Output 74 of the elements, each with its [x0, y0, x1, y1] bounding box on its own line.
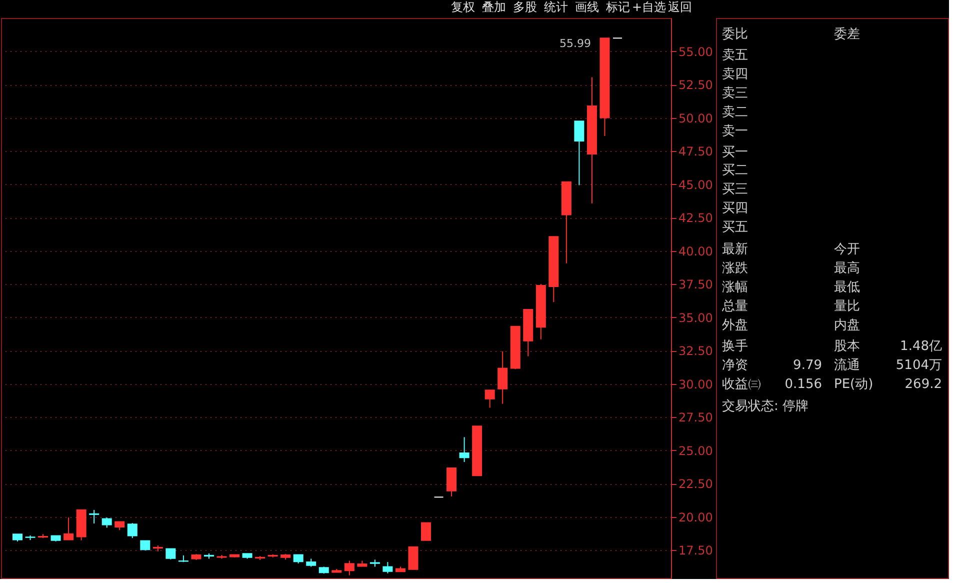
text: 委比 [722, 27, 748, 42]
y-tick-label: 40.00 [678, 244, 713, 258]
text: 总量 [721, 299, 748, 314]
text: 最高 [834, 260, 860, 276]
y-tick-label: 45.00 [678, 178, 713, 192]
y-tick-label: 50.00 [678, 111, 713, 126]
text: 净资 [722, 358, 748, 373]
text: 买一 [722, 145, 748, 160]
text: 统计 [544, 0, 568, 14]
y-tick-label: 25.00 [678, 444, 713, 458]
annotation: 55.99 [560, 37, 591, 50]
candlestick [421, 522, 431, 541]
text: 5104万 [896, 358, 942, 373]
y-tick-label: 20.00 [678, 510, 713, 524]
candlestick [382, 562, 393, 574]
text: 多股 [513, 0, 537, 14]
candlestick [498, 350, 508, 404]
y-tick-label: 42.50 [678, 211, 713, 226]
candlestick [574, 120, 584, 186]
text: 股本 [834, 339, 860, 354]
text: 买三 [722, 182, 748, 197]
text: 卖四 [722, 67, 748, 82]
candlestick [127, 522, 138, 539]
text: 收益㈢ [722, 377, 761, 392]
text: 买五 [722, 220, 748, 235]
text: PE(动) [834, 377, 874, 392]
candlestick [408, 546, 418, 570]
candlestick [140, 540, 150, 551]
text: 269.2 [904, 377, 942, 392]
candlestick [102, 516, 112, 528]
text: 涨幅 [722, 280, 748, 295]
y-tick-label: 32.50 [678, 344, 713, 358]
y-tick-label: 37.50 [678, 278, 713, 292]
candlestick [344, 560, 354, 576]
text: 换手 [722, 339, 748, 354]
candlestick [166, 548, 176, 560]
text: 外盘 [722, 318, 748, 333]
text: 流通 [834, 357, 860, 373]
text: 1.48亿 [900, 339, 942, 354]
text: 量比 [834, 299, 860, 314]
text: 复权 [451, 0, 475, 14]
text: 标记 [605, 0, 630, 14]
text: 画线 [575, 0, 599, 14]
text: 买四 [722, 201, 748, 216]
y-tick-label: 30.00 [678, 377, 713, 392]
candlestick [446, 467, 457, 497]
text: 最低 [834, 280, 860, 295]
candlestick [459, 436, 470, 463]
text: 卖二 [722, 105, 748, 120]
text: 卖三 [722, 86, 748, 101]
text: 卖五 [722, 48, 748, 63]
text: 买二 [722, 163, 748, 178]
y-tick-label: 22.50 [678, 477, 713, 492]
text: 交易状态: 停牌 [722, 398, 809, 414]
text: 0.156 [784, 377, 822, 392]
text: 卖一 [722, 124, 748, 139]
candlestick [484, 390, 495, 408]
text: 涨跌 [722, 261, 748, 276]
candlestick [64, 516, 74, 540]
candlestick [89, 509, 100, 524]
y-tick-label: 55.00 [678, 44, 713, 59]
text: 返回 [668, 0, 692, 14]
y-tick-label: 35.00 [678, 310, 713, 325]
text: +自选 [632, 0, 666, 14]
text: 9.79 [793, 358, 822, 373]
text: 委差 [834, 27, 860, 42]
y-tick-label: 17.50 [678, 544, 713, 558]
text: 叠加 [482, 0, 506, 14]
text: 最新 [722, 242, 748, 257]
y-tick-label: 52.50 [678, 78, 713, 92]
y-tick-label: 47.50 [678, 144, 713, 159]
text: 内盘 [834, 318, 860, 333]
text: 今开 [834, 242, 860, 257]
y-tick-label: 27.50 [678, 410, 713, 425]
